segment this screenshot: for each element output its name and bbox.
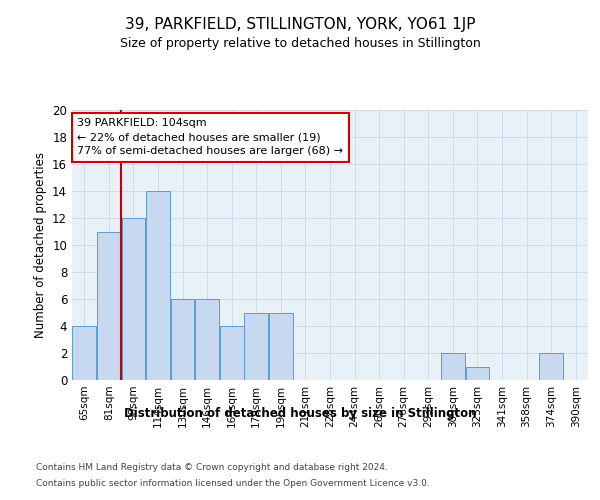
- Bar: [244, 312, 268, 380]
- Bar: [97, 232, 121, 380]
- Text: 39, PARKFIELD, STILLINGTON, YORK, YO61 1JP: 39, PARKFIELD, STILLINGTON, YORK, YO61 1…: [125, 18, 475, 32]
- Bar: [220, 326, 244, 380]
- Bar: [466, 366, 490, 380]
- Bar: [539, 353, 563, 380]
- Bar: [73, 326, 96, 380]
- Bar: [170, 299, 194, 380]
- Text: Contains public sector information licensed under the Open Government Licence v3: Contains public sector information licen…: [36, 479, 430, 488]
- Bar: [441, 353, 465, 380]
- Text: Size of property relative to detached houses in Stillington: Size of property relative to detached ho…: [119, 38, 481, 51]
- Text: 39 PARKFIELD: 104sqm
← 22% of detached houses are smaller (19)
77% of semi-detac: 39 PARKFIELD: 104sqm ← 22% of detached h…: [77, 118, 343, 156]
- Bar: [122, 218, 145, 380]
- Text: Contains HM Land Registry data © Crown copyright and database right 2024.: Contains HM Land Registry data © Crown c…: [36, 462, 388, 471]
- Bar: [269, 312, 293, 380]
- Bar: [146, 191, 170, 380]
- Bar: [195, 299, 219, 380]
- Text: Distribution of detached houses by size in Stillington: Distribution of detached houses by size …: [124, 408, 476, 420]
- Y-axis label: Number of detached properties: Number of detached properties: [34, 152, 47, 338]
